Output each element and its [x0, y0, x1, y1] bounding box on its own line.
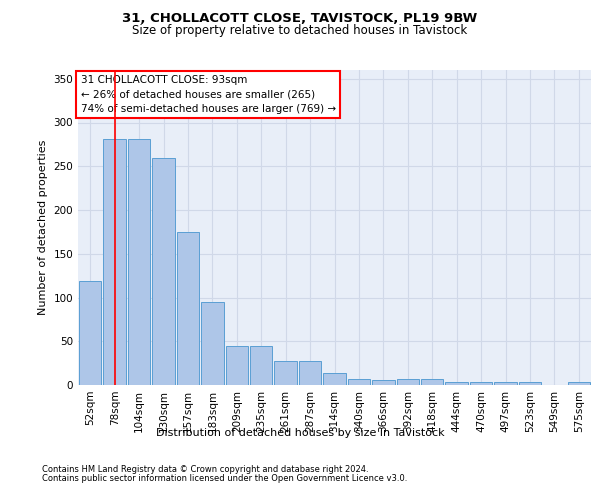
Bar — [494, 382, 517, 385]
Text: Contains HM Land Registry data © Crown copyright and database right 2024.: Contains HM Land Registry data © Crown c… — [42, 465, 368, 474]
Bar — [226, 346, 248, 385]
Bar — [152, 158, 175, 385]
Text: Contains public sector information licensed under the Open Government Licence v3: Contains public sector information licen… — [42, 474, 407, 483]
Bar — [323, 373, 346, 385]
Bar — [176, 232, 199, 385]
Text: Distribution of detached houses by size in Tavistock: Distribution of detached houses by size … — [155, 428, 445, 438]
Bar — [421, 379, 443, 385]
Y-axis label: Number of detached properties: Number of detached properties — [38, 140, 48, 315]
Bar — [128, 139, 151, 385]
Bar — [79, 281, 101, 385]
Bar — [299, 360, 322, 385]
Bar — [372, 380, 395, 385]
Bar — [103, 139, 126, 385]
Text: 31, CHOLLACOTT CLOSE, TAVISTOCK, PL19 9BW: 31, CHOLLACOTT CLOSE, TAVISTOCK, PL19 9B… — [122, 12, 478, 26]
Text: 31 CHOLLACOTT CLOSE: 93sqm
← 26% of detached houses are smaller (265)
74% of sem: 31 CHOLLACOTT CLOSE: 93sqm ← 26% of deta… — [80, 74, 335, 114]
Bar — [445, 382, 468, 385]
Bar — [274, 360, 297, 385]
Bar — [568, 382, 590, 385]
Bar — [201, 302, 224, 385]
Text: Size of property relative to detached houses in Tavistock: Size of property relative to detached ho… — [133, 24, 467, 37]
Bar — [250, 346, 272, 385]
Bar — [470, 382, 493, 385]
Bar — [397, 379, 419, 385]
Bar — [347, 379, 370, 385]
Bar — [518, 382, 541, 385]
